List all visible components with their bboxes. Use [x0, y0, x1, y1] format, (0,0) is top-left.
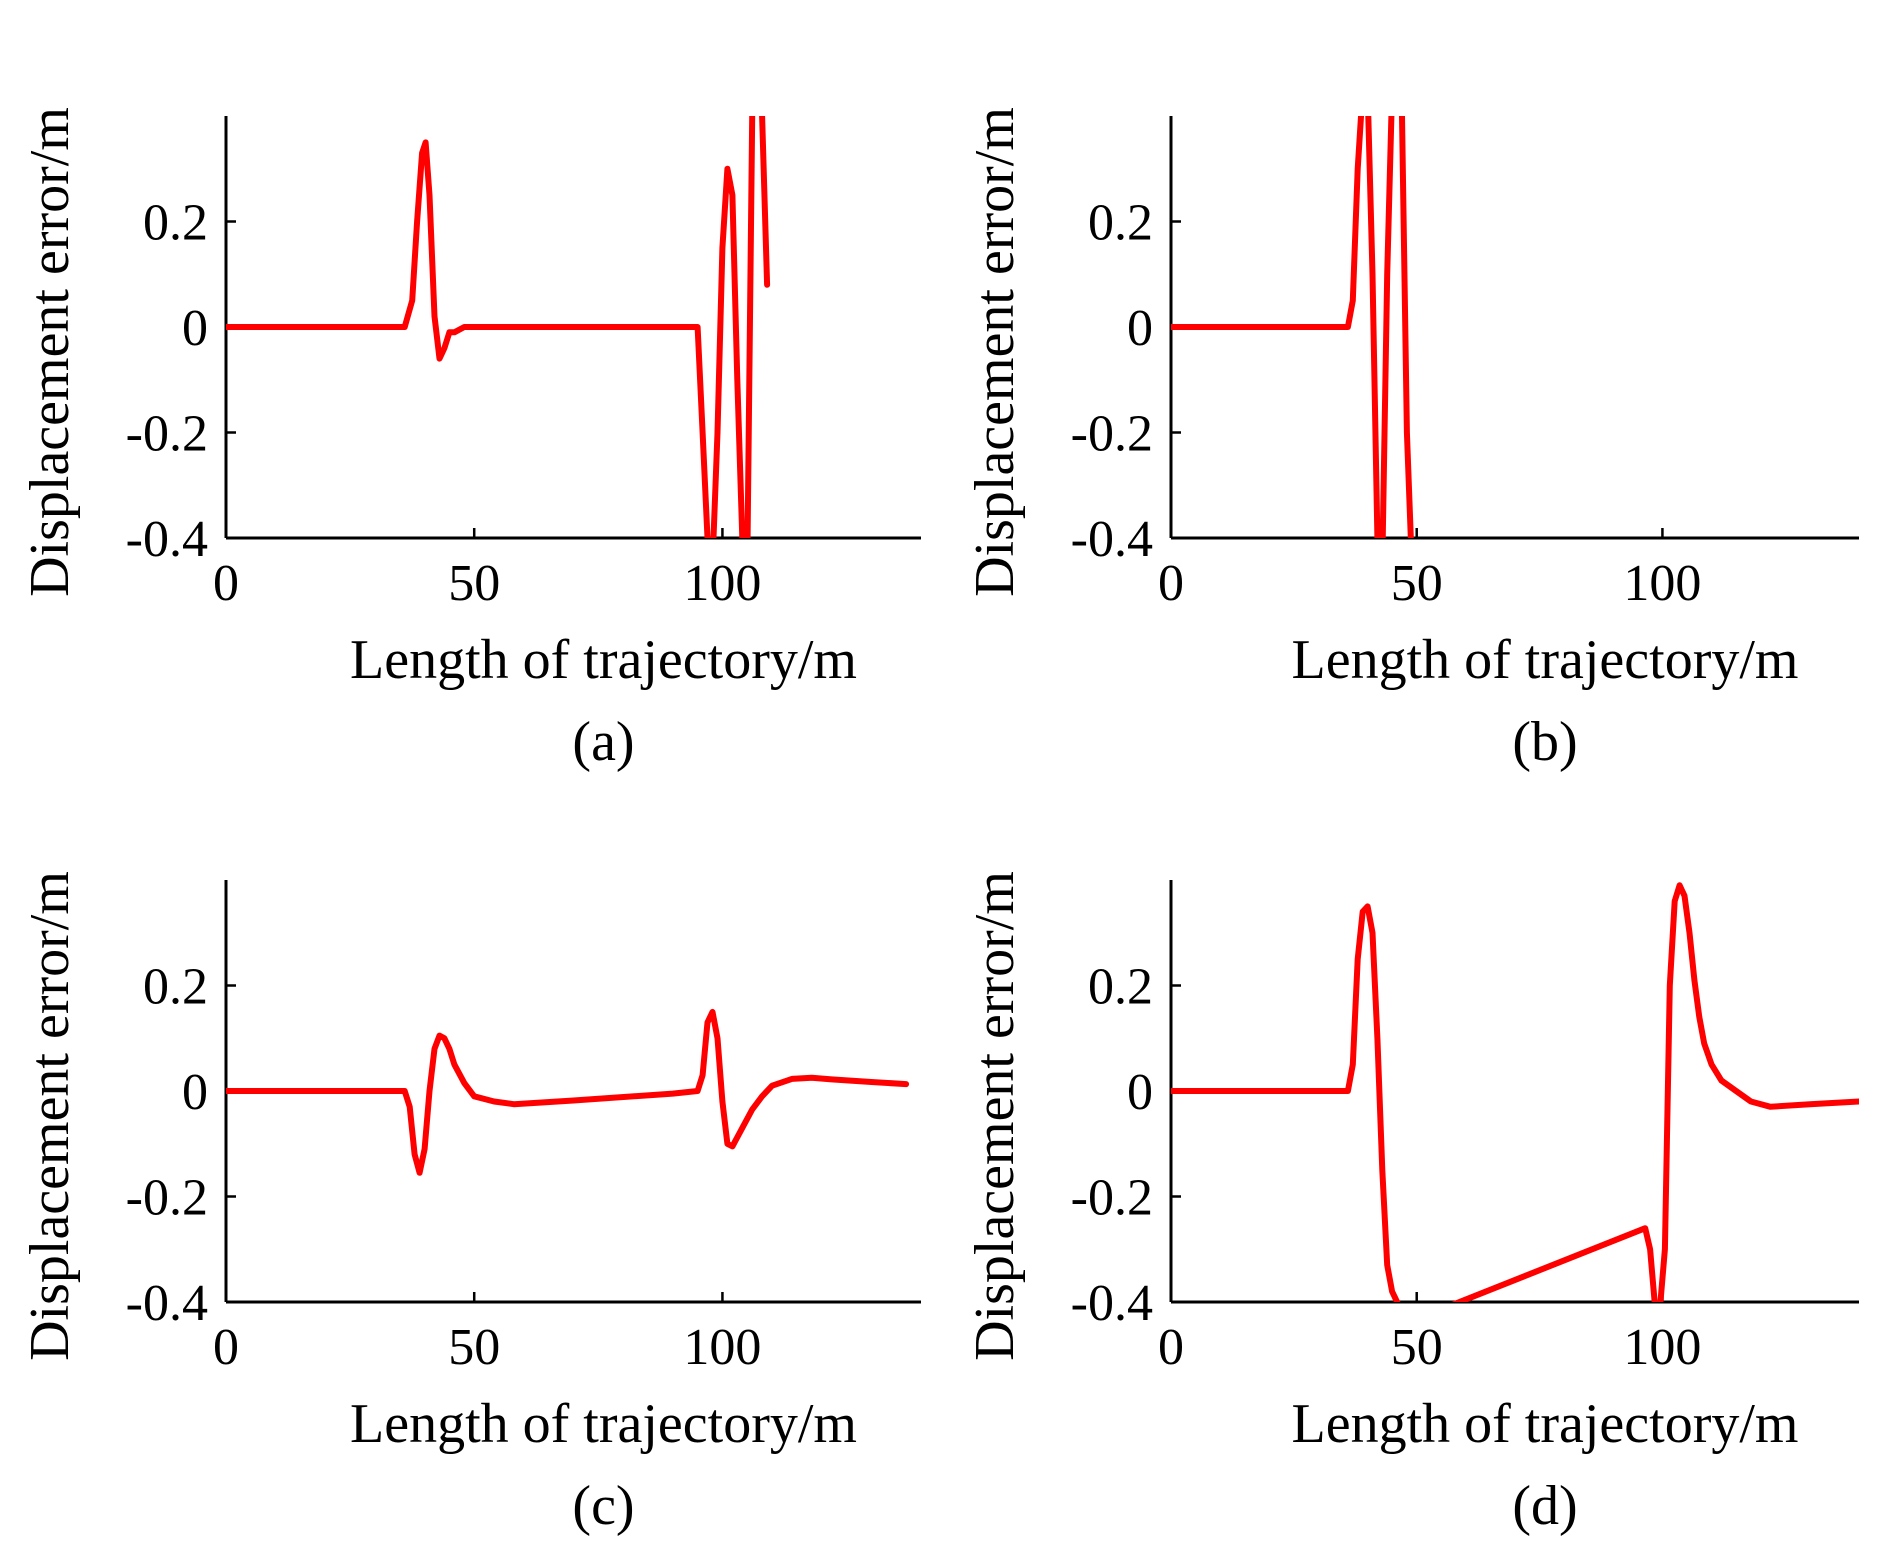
panel-c: 0 50 100 -0.4 -0.2 0 0.2 Length of trajectory/m… — [19, 871, 921, 1537]
x-tick-label: 50 — [448, 555, 500, 612]
y-tick-label: -0.2 — [1071, 1170, 1153, 1227]
y-tick-label: 0 — [1127, 300, 1153, 357]
y-axis-label: Displacement error/m — [964, 871, 1026, 1361]
y-tick-label: 0.2 — [143, 959, 208, 1016]
y-axis-label: Displacement error/m — [19, 107, 81, 597]
panel-a: 0 50 100 -0.4 -0.2 0 0.2 Length of trajectory/m… — [19, 107, 921, 773]
x-tick-label: 0 — [213, 1319, 239, 1376]
y-axis-label: Displacement error/m — [964, 107, 1026, 597]
x-axis-label: Length of trajectory/m — [350, 1393, 857, 1455]
x-tick-label: 50 — [1391, 1319, 1443, 1376]
x-axis-label: Length of trajectory/m — [1292, 629, 1799, 691]
x-tick-label: 100 — [683, 555, 761, 612]
series-line — [226, 1008, 910, 1176]
panel-b: 0 50 100 -0.4 -0.2 0 0.2 Length of trajectory/m… — [964, 107, 1859, 773]
panel-label: (c) — [572, 1475, 634, 1537]
x-tick-label: 0 — [1158, 555, 1184, 612]
y-tick-label: -0.2 — [126, 406, 208, 463]
series-line — [226, 116, 771, 538]
x-tick-label: 100 — [1623, 1319, 1701, 1376]
y-tick-label: -0.4 — [126, 1275, 208, 1332]
y-tick-label: 0.2 — [1088, 195, 1153, 252]
x-axis-label: Length of trajectory/m — [350, 629, 857, 691]
x-tick-label: 100 — [683, 1319, 761, 1376]
panel-d: 0 50 100 -0.4 -0.2 0 0.2 Length of trajectory/m… — [964, 871, 1859, 1537]
x-tick-label: 50 — [1391, 555, 1443, 612]
y-tick-label: -0.2 — [126, 1170, 208, 1227]
y-tick-label: 0 — [182, 300, 208, 357]
y-tick-label: -0.2 — [1071, 406, 1153, 463]
x-tick-label: 0 — [1158, 1319, 1184, 1376]
y-axis-label: Displacement error/m — [19, 871, 81, 1361]
panel-label: (b) — [1512, 711, 1577, 773]
x-tick-label: 100 — [1623, 555, 1701, 612]
y-tick-label: 0 — [1127, 1064, 1153, 1121]
panel-label: (a) — [572, 711, 634, 773]
y-tick-label: -0.4 — [1071, 1275, 1153, 1332]
y-tick-label: 0.2 — [143, 195, 208, 252]
x-axis-label: Length of trajectory/m — [1292, 1393, 1799, 1455]
y-tick-label: 0 — [182, 1064, 208, 1121]
series-line — [1171, 116, 1414, 538]
x-tick-label: 0 — [213, 555, 239, 612]
panel-label: (d) — [1512, 1475, 1577, 1537]
series-line — [1171, 882, 1859, 1302]
x-tick-label: 50 — [448, 1319, 500, 1376]
y-tick-label: -0.4 — [1071, 511, 1153, 568]
y-tick-label: 0.2 — [1088, 959, 1153, 1016]
y-tick-label: -0.4 — [126, 511, 208, 568]
